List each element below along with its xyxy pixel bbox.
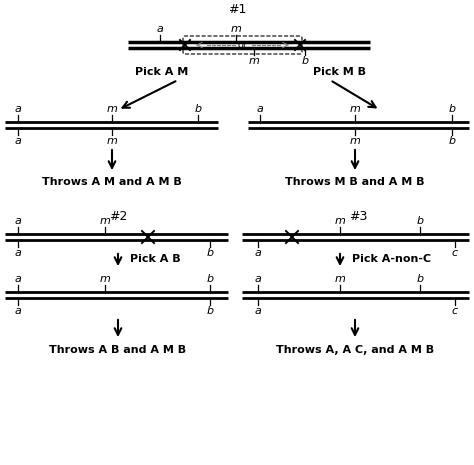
- Text: b: b: [207, 306, 214, 316]
- Text: m: m: [107, 104, 118, 114]
- Text: m: m: [230, 24, 241, 34]
- Text: a: a: [15, 136, 21, 146]
- Text: m: m: [100, 274, 110, 284]
- Text: Throws A B and A M B: Throws A B and A M B: [49, 345, 187, 355]
- Text: b: b: [417, 274, 424, 284]
- Text: b: b: [448, 104, 456, 114]
- Text: Throws A, A C, and A M B: Throws A, A C, and A M B: [276, 345, 434, 355]
- Text: m: m: [100, 216, 110, 226]
- Text: b: b: [417, 216, 424, 226]
- Text: m: m: [335, 216, 346, 226]
- Text: c: c: [452, 248, 458, 258]
- Text: m: m: [335, 274, 346, 284]
- Text: Throws M B and A M B: Throws M B and A M B: [285, 177, 425, 187]
- Text: m: m: [349, 104, 360, 114]
- Text: a: a: [255, 306, 262, 316]
- Text: a: a: [15, 274, 21, 284]
- Text: b: b: [194, 104, 201, 114]
- Text: Pick A B: Pick A B: [130, 254, 181, 264]
- Text: or: or: [237, 40, 247, 50]
- Text: a: a: [15, 248, 21, 258]
- Text: Pick A M: Pick A M: [136, 67, 189, 77]
- Text: c: c: [452, 306, 458, 316]
- Text: Throws A M and A M B: Throws A M and A M B: [42, 177, 182, 187]
- Text: Pick M B: Pick M B: [313, 67, 366, 77]
- Text: a: a: [255, 274, 262, 284]
- Text: m: m: [349, 136, 360, 146]
- Text: m: m: [248, 56, 259, 66]
- Text: a: a: [156, 24, 164, 34]
- Text: a: a: [15, 216, 21, 226]
- Text: Pick A-non-C: Pick A-non-C: [352, 254, 431, 264]
- Text: a: a: [255, 248, 262, 258]
- Text: #3: #3: [349, 210, 367, 223]
- Text: a: a: [256, 104, 264, 114]
- Text: b: b: [301, 56, 309, 66]
- Text: m: m: [107, 136, 118, 146]
- Text: a: a: [15, 306, 21, 316]
- Text: b: b: [207, 274, 214, 284]
- Text: a: a: [15, 104, 21, 114]
- Text: #2: #2: [109, 210, 127, 223]
- Text: b: b: [207, 248, 214, 258]
- Text: #1: #1: [228, 3, 246, 16]
- Text: b: b: [448, 136, 456, 146]
